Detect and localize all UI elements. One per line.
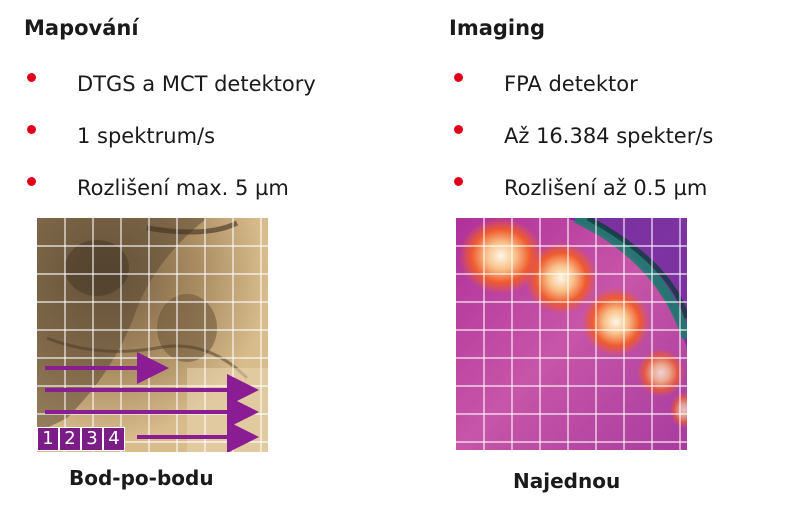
imaging-bullet-text: FPA detektor [504,72,638,96]
bullet-dot-icon [27,177,36,186]
bullet-dot-icon [27,125,36,134]
imaging-title: Imaging [449,16,546,40]
scan-point-number: 2 [59,427,81,451]
mapping-sample-image [37,218,268,452]
imaging-heatmap-graphic [456,218,687,450]
scan-point-number: 4 [103,427,125,451]
mapping-title: Mapování [24,16,139,40]
scan-point-number: 3 [81,427,103,451]
bullet-dot-icon [454,73,463,82]
mapping-bullet-text: Rozlišení max. 5 µm [77,176,289,200]
mapping-bullet-text: DTGS a MCT detektory [77,72,316,96]
imaging-bullet-text: Rozlišení až 0.5 µm [504,176,708,200]
scan-point-number: 1 [37,427,59,451]
imaging-caption: Najednou [513,469,621,493]
bullet-dot-icon [454,125,463,134]
mapping-sample-graphic [37,218,268,452]
bullet-dot-icon [454,177,463,186]
imaging-bullet-text: Až 16.384 spekter/s [504,124,714,148]
mapping-bullet-text: 1 spektrum/s [77,124,216,148]
bullet-dot-icon [27,73,36,82]
mapping-caption: Bod-po-bodu [69,466,214,490]
imaging-heatmap-image [456,218,687,450]
imaging-grid [456,218,687,450]
